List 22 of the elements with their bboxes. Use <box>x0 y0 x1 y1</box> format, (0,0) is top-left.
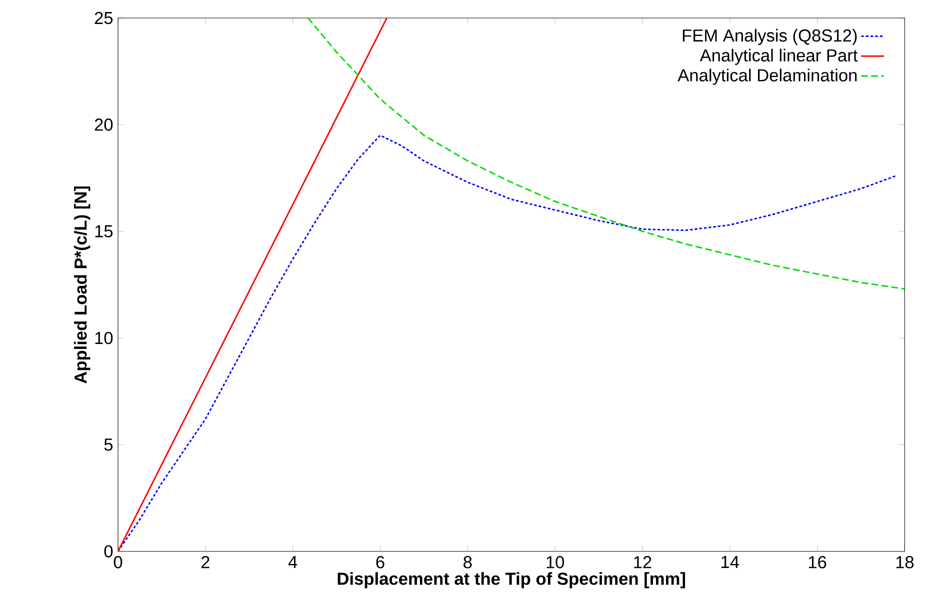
y-tick-label: 15 <box>95 225 113 238</box>
y-tick-label: 25 <box>94 12 113 24</box>
x-tick-label: 0 <box>114 556 122 568</box>
x-tick-label: 16 <box>808 556 826 568</box>
legend-label: Analytical linear Part <box>700 48 858 65</box>
x-tick-label: 2 <box>201 556 210 568</box>
x-tick-label: 18 <box>896 556 914 568</box>
y-axis-title: Applied Load P*(c/L) [N] <box>74 186 90 384</box>
y-tick-label: 20 <box>94 118 113 131</box>
y-tick-label: 0 <box>104 545 113 558</box>
x-tick-label: 8 <box>464 556 472 568</box>
legend-label: Analytical Delamination <box>678 68 857 85</box>
y-tick-label: 10 <box>95 332 113 344</box>
x-tick-label: 4 <box>288 556 298 568</box>
y-tick-label: 5 <box>104 438 113 451</box>
line-series <box>307 18 905 290</box>
x-axis-title: Displacement at the Tip of Specimen [mm] <box>338 572 686 588</box>
legend-label: FEM Analysis (Q8S12) <box>682 28 857 46</box>
x-tick-label: 6 <box>376 556 384 568</box>
x-tick-label: 10 <box>546 556 564 568</box>
x-tick-label: 12 <box>634 556 652 568</box>
x-tick-label: 14 <box>722 556 739 568</box>
